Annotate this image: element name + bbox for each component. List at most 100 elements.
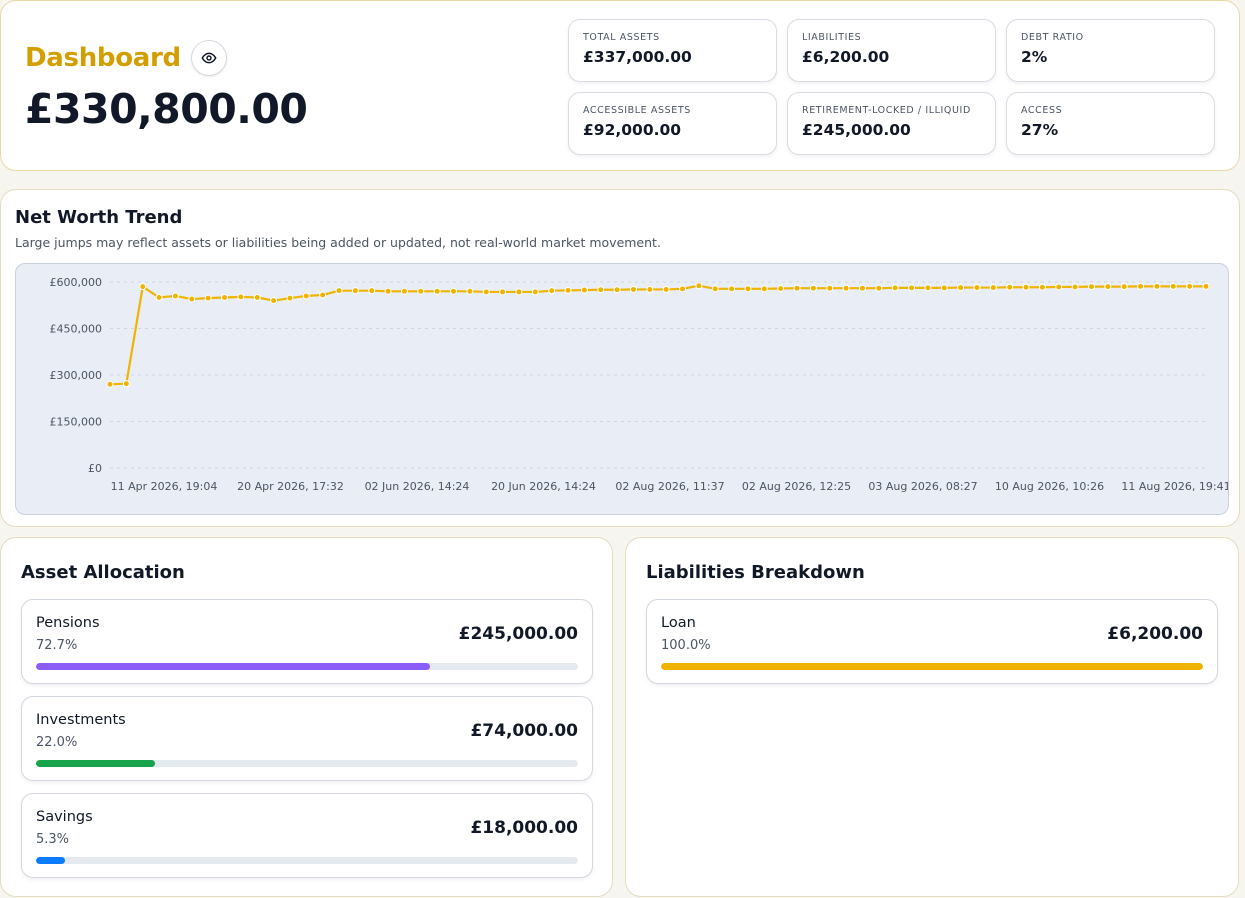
data-point[interactable]: [564, 286, 572, 294]
data-point[interactable]: [270, 297, 278, 305]
data-point[interactable]: [253, 294, 261, 301]
data-point[interactable]: [728, 285, 736, 293]
data-point[interactable]: [973, 284, 981, 292]
data-point[interactable]: [188, 295, 196, 303]
data-point[interactable]: [891, 284, 899, 292]
stat-label: LIABILITIES: [802, 32, 862, 43]
trend-subtitle: Large jumps may reflect assets or liabil…: [15, 235, 661, 250]
data-point[interactable]: [139, 283, 147, 291]
data-point[interactable]: [319, 291, 327, 299]
item-name: Investments: [36, 712, 126, 728]
progress-track: [36, 760, 578, 767]
data-point[interactable]: [826, 284, 834, 292]
stat-value: £245,000.00: [802, 121, 911, 139]
x-tick-label: 11 Aug 2026, 19:41: [1121, 480, 1229, 493]
data-point[interactable]: [171, 292, 179, 300]
data-point[interactable]: [221, 294, 229, 301]
data-point[interactable]: [368, 287, 376, 295]
data-point[interactable]: [744, 285, 752, 293]
page-title: Dashboard: [25, 43, 181, 73]
data-point[interactable]: [1120, 283, 1128, 291]
data-point[interactable]: [597, 286, 605, 294]
data-point[interactable]: [531, 288, 539, 296]
data-point[interactable]: [515, 288, 523, 296]
data-point[interactable]: [1202, 282, 1210, 290]
data-point[interactable]: [384, 287, 392, 295]
liabilities-breakdown-card: Liabilities Breakdown Loan 100.0% £6,200…: [625, 537, 1239, 897]
data-point[interactable]: [1169, 282, 1177, 290]
x-tick-label: 02 Jun 2026, 14:24: [365, 480, 470, 493]
data-point[interactable]: [1104, 283, 1112, 291]
data-point[interactable]: [875, 284, 883, 292]
data-point[interactable]: [155, 294, 163, 301]
trend-chart-svg[interactable]: £0 £150,000 £300,000 £450,000 £600,000 11 Apr…: [16, 264, 1229, 515]
data-point[interactable]: [417, 287, 425, 295]
y-tick-label: £300,000: [50, 369, 103, 382]
data-point[interactable]: [629, 285, 637, 293]
data-point[interactable]: [466, 287, 474, 295]
allocation-item-pensions: Pensions 72.7% £245,000.00: [21, 599, 593, 684]
data-point[interactable]: [989, 284, 997, 292]
data-point[interactable]: [1153, 282, 1161, 290]
data-point[interactable]: [1038, 283, 1046, 291]
data-point[interactable]: [204, 294, 212, 302]
stat-card-accessible-assets: ACCESSIBLE ASSETS £92,000.00: [568, 92, 777, 155]
data-point[interactable]: [548, 287, 556, 295]
data-point[interactable]: [809, 284, 817, 292]
stat-card-debt-ratio: DEBT RATIO 2%: [1006, 19, 1215, 82]
liability-item-loan: Loan 100.0% £6,200.00: [646, 599, 1218, 684]
data-point[interactable]: [695, 282, 703, 290]
progress-fill: [36, 663, 431, 670]
item-name: Pensions: [36, 615, 100, 631]
data-point[interactable]: [1087, 283, 1095, 291]
data-point[interactable]: [499, 288, 507, 296]
data-point[interactable]: [842, 284, 850, 292]
stat-value: £92,000.00: [583, 121, 682, 139]
data-point[interactable]: [302, 292, 310, 300]
data-point[interactable]: [482, 288, 490, 296]
data-point[interactable]: [1022, 283, 1030, 291]
toggle-visibility-button[interactable]: [190, 40, 227, 76]
stat-value: 2%: [1021, 48, 1048, 66]
data-point[interactable]: [679, 285, 687, 293]
data-point[interactable]: [613, 286, 621, 294]
data-point[interactable]: [1137, 282, 1145, 290]
data-point[interactable]: [908, 284, 916, 292]
data-point[interactable]: [924, 284, 932, 292]
data-point[interactable]: [106, 380, 114, 388]
data-point[interactable]: [940, 284, 948, 292]
allocation-item-savings: Savings 5.3% £18,000.00: [21, 793, 593, 878]
data-point[interactable]: [1186, 282, 1194, 290]
progress-track: [36, 857, 578, 864]
data-point[interactable]: [1071, 283, 1079, 291]
item-amount: £74,000.00: [470, 721, 578, 741]
data-point[interactable]: [400, 287, 408, 295]
data-point[interactable]: [1006, 283, 1014, 291]
allocation-item-investments: Investments 22.0% £74,000.00: [21, 696, 593, 781]
data-point[interactable]: [662, 285, 670, 293]
data-point[interactable]: [433, 287, 441, 295]
stat-label: RETIREMENT-LOCKED / ILLIQUID: [802, 105, 971, 116]
data-point[interactable]: [122, 380, 130, 388]
data-point[interactable]: [711, 285, 719, 293]
stat-value: £6,200.00: [802, 48, 890, 66]
net-worth-trend-card: Net Worth Trend Large jumps may reflect …: [0, 189, 1240, 527]
data-point[interactable]: [450, 287, 458, 295]
data-point[interactable]: [646, 285, 654, 293]
data-point[interactable]: [237, 293, 245, 301]
stat-label: TOTAL ASSETS: [583, 32, 660, 43]
data-point[interactable]: [1055, 283, 1063, 291]
data-point[interactable]: [351, 287, 359, 295]
data-point[interactable]: [286, 294, 294, 302]
item-percent: 72.7%: [36, 638, 78, 653]
item-amount: £245,000.00: [458, 624, 578, 644]
data-point[interactable]: [760, 285, 768, 293]
data-point[interactable]: [580, 286, 588, 294]
data-point[interactable]: [335, 287, 343, 295]
data-point[interactable]: [777, 285, 785, 293]
data-point[interactable]: [957, 284, 965, 292]
data-point[interactable]: [858, 284, 866, 292]
trend-chart[interactable]: £0 £150,000 £300,000 £450,000 £600,000 11 Apr…: [15, 263, 1229, 515]
data-point[interactable]: [793, 284, 801, 292]
item-amount: £18,000.00: [470, 818, 578, 838]
